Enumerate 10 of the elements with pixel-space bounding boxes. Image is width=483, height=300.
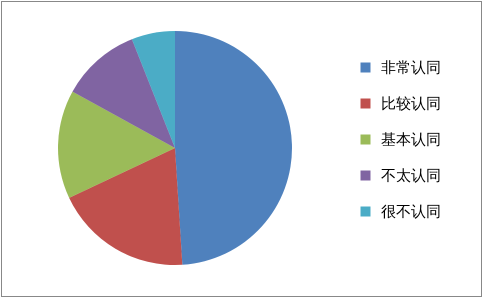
pie-slice	[72, 39, 175, 148]
pie-slice	[132, 31, 175, 148]
pie-slice	[69, 148, 182, 265]
pie-slice	[175, 31, 292, 265]
legend-label: 不太认同	[381, 166, 441, 184]
legend-label: 比较认同	[381, 94, 441, 112]
legend-label: 很不认同	[381, 202, 441, 220]
legend-label: 基本认同	[381, 130, 441, 148]
legend-label: 非常认同	[381, 58, 441, 76]
pie-slice	[58, 92, 175, 198]
